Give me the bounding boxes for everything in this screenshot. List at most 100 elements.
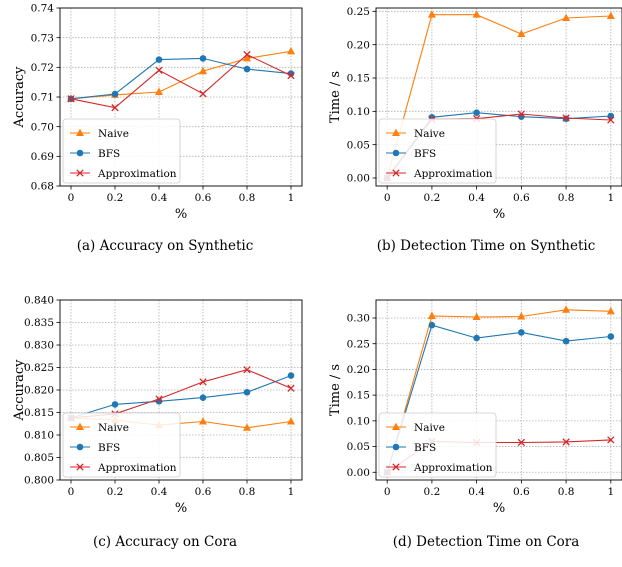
data-point xyxy=(243,65,251,73)
legend-label: Approximation xyxy=(413,462,493,474)
data-point xyxy=(517,110,526,118)
data-point xyxy=(427,311,436,319)
legend-box xyxy=(62,412,181,478)
panel-caption: (a) Accuracy on Synthetic xyxy=(77,238,254,254)
legend-marker xyxy=(76,149,84,157)
y-tick-label: 0.70 xyxy=(31,121,54,133)
data-point xyxy=(199,394,207,401)
legend-marker xyxy=(392,422,400,430)
x-tick-label: 0.4 xyxy=(468,192,485,204)
data-point xyxy=(607,333,615,340)
y-tick-label: 0.25 xyxy=(347,338,370,350)
data-point xyxy=(562,438,570,446)
series-line xyxy=(386,324,611,473)
plot-frame xyxy=(59,7,303,187)
legend-label: BFS xyxy=(98,148,120,160)
x-tick-label: 1 xyxy=(288,486,295,498)
plot-frame xyxy=(59,299,303,481)
data-point xyxy=(287,71,295,80)
data-point xyxy=(517,312,526,320)
x-axis-label: % xyxy=(493,207,505,222)
y-tick-label: 0.00 xyxy=(347,173,370,185)
data-point xyxy=(243,388,251,396)
y-axis-label: Time / s xyxy=(328,71,343,123)
data-point xyxy=(562,114,570,122)
data-point xyxy=(606,306,615,315)
series-line xyxy=(70,375,292,419)
y-tick-label: 0.30 xyxy=(347,313,370,325)
y-tick-label: 0.05 xyxy=(347,139,370,151)
series-line xyxy=(70,369,292,419)
data-point xyxy=(243,54,251,62)
series-line xyxy=(70,57,292,100)
y-tick-label: 0.835 xyxy=(24,317,54,329)
legend-label: BFS xyxy=(414,148,436,160)
y-tick-label: 0.825 xyxy=(24,362,54,374)
data-point xyxy=(517,29,526,37)
series-line xyxy=(70,53,292,109)
data-point xyxy=(562,13,571,21)
data-point xyxy=(287,417,295,425)
data-point xyxy=(199,66,207,75)
legend-label: Naive xyxy=(98,128,129,140)
chart-panel: 0 0.2 0.4 0.6 0.8 1 0.800 0.805 0.810 0.815 0.820 0… xyxy=(12,295,303,550)
panel-caption: (b) Detection Time on Synthetic xyxy=(377,238,596,254)
plot-frame xyxy=(375,299,622,481)
legend-marker xyxy=(76,128,84,136)
legend-marker xyxy=(76,463,84,471)
x-tick-label: 1 xyxy=(607,192,614,204)
y-tick-label: 0.20 xyxy=(347,39,370,51)
y-axis-label: Accuracy xyxy=(12,66,27,129)
series-line xyxy=(70,50,292,100)
legend-label: BFS xyxy=(414,442,436,454)
y-axis-label: Accuracy xyxy=(12,359,27,422)
y-tick-label: 0.810 xyxy=(24,430,54,442)
x-tick-label: 0.8 xyxy=(239,192,256,204)
x-tick-label: 0 xyxy=(384,192,391,204)
y-tick-label: 0.820 xyxy=(24,385,54,397)
legend-marker xyxy=(392,463,400,471)
y-tick-label: 0.71 xyxy=(31,92,54,104)
data-point xyxy=(517,438,526,447)
legend-marker xyxy=(392,169,400,177)
y-tick-label: 0.69 xyxy=(31,151,54,163)
chart-panel: 0 0.2 0.4 0.6 0.8 1 0.00 0.05 0.10 0.15 0.20 0.25 0.… xyxy=(328,299,622,550)
y-tick-label: 0.15 xyxy=(347,73,370,85)
x-tick-label: 0.6 xyxy=(195,192,212,204)
data-point xyxy=(243,423,251,431)
data-point xyxy=(199,417,207,425)
data-point xyxy=(155,56,163,63)
series-line xyxy=(386,14,611,179)
x-tick-label: 1 xyxy=(607,486,614,498)
panel-caption: (d) Detection Time on Cora xyxy=(393,534,580,550)
data-point xyxy=(243,50,251,59)
x-axis-label: % xyxy=(175,501,187,516)
x-tick-label: 0.6 xyxy=(195,486,212,498)
x-tick-label: 0 xyxy=(384,486,391,498)
x-tick-label: 0.6 xyxy=(513,192,530,204)
panel-caption: (c) Accuracy on Cora xyxy=(93,534,237,550)
y-tick-label: 0.68 xyxy=(31,181,54,193)
plot-frame xyxy=(375,7,622,187)
y-tick-label: 0.74 xyxy=(31,3,55,15)
data-point xyxy=(287,46,295,55)
data-point xyxy=(607,436,615,444)
y-tick-label: 0.805 xyxy=(24,452,54,464)
y-tick-label: 0.10 xyxy=(347,415,370,427)
chart-panel: 0 0.2 0.4 0.6 0.8 1 0.00 0.05 0.10 0.15 0.20 0.25% T… xyxy=(328,6,622,254)
data-point xyxy=(111,104,119,112)
data-point xyxy=(199,55,207,62)
data-point xyxy=(111,90,119,98)
y-tick-label: 0.05 xyxy=(347,441,370,453)
y-tick-label: 0.800 xyxy=(24,475,54,487)
data-point xyxy=(472,10,481,18)
y-tick-label: 0.73 xyxy=(31,32,54,44)
legend-marker xyxy=(392,128,400,136)
y-tick-label: 0.815 xyxy=(24,407,54,419)
legend-box xyxy=(62,118,181,184)
legend-label: Naive xyxy=(414,422,445,434)
y-tick-label: 0.15 xyxy=(347,390,370,402)
data-point xyxy=(562,337,570,345)
data-point xyxy=(473,109,480,116)
